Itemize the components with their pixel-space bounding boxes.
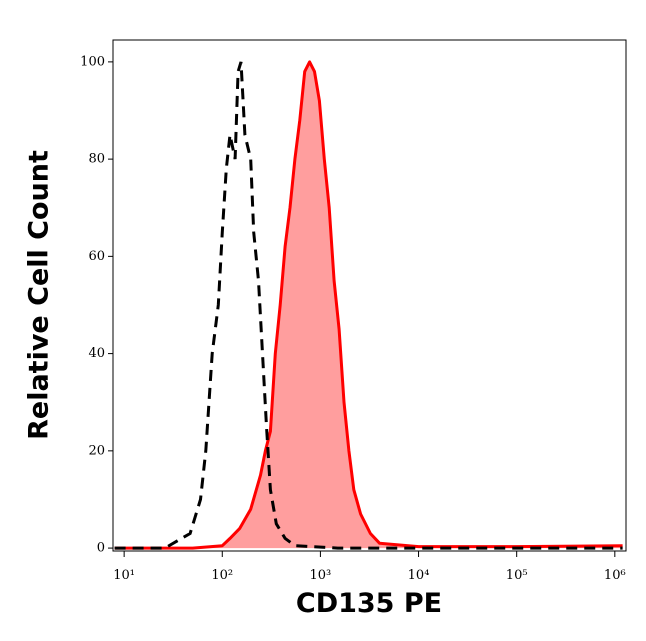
- y-tick-label: 60: [88, 249, 105, 264]
- histogram-area: [114, 61, 623, 549]
- x-tick-label: 10⁴: [408, 568, 430, 583]
- x-tick-label: 10⁵: [506, 568, 528, 583]
- histogram-line: [114, 61, 623, 550]
- y-tick-label: 100: [80, 54, 105, 69]
- y-tick-label: 40: [88, 346, 105, 361]
- x-tick-label: 10³: [310, 568, 332, 583]
- x-tick-label: 10²: [211, 568, 233, 583]
- y-tick-label: 0: [97, 541, 105, 556]
- y-tick-label: 20: [88, 443, 105, 458]
- histogram-line: [114, 60, 623, 550]
- x-axis-label: CD135 PE: [296, 588, 442, 619]
- y-tick-label: 80: [88, 152, 105, 167]
- y-axis-label: Relative Cell Count: [24, 150, 55, 440]
- x-tick-label: 10⁶: [604, 568, 626, 583]
- x-tick-label: 10¹: [113, 568, 135, 583]
- plot-frame: [112, 39, 627, 552]
